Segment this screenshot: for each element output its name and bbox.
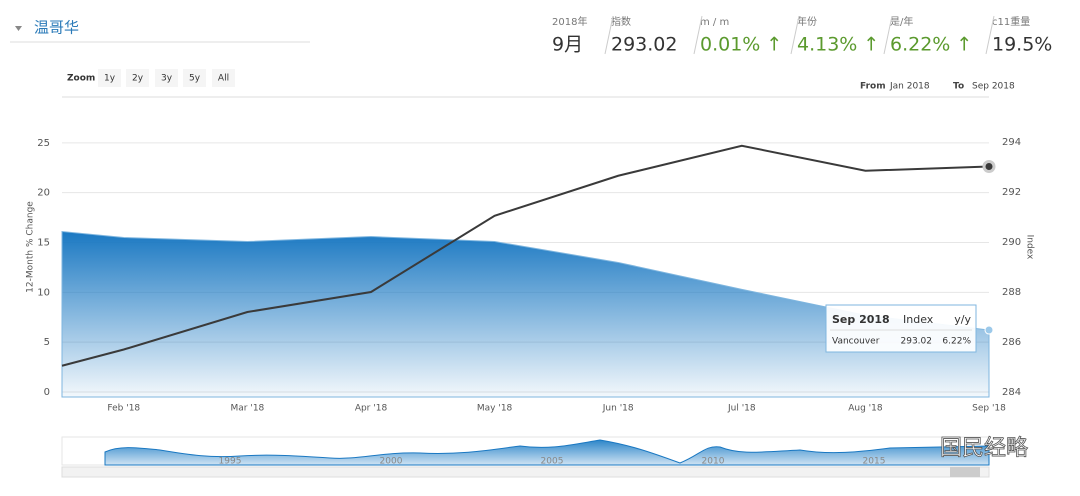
navigator-label: 2010 <box>702 457 725 467</box>
line-point <box>982 160 996 173</box>
zoom-button-bg[interactable] <box>155 69 178 87</box>
stat-separator <box>604 15 614 55</box>
city-title: 温哥华 <box>34 19 79 37</box>
y2-tick-label: 286 <box>1002 337 1021 348</box>
y-tick-label: 15 <box>37 238 50 249</box>
stat-separator <box>693 15 703 55</box>
stat-value: 4.13% ↑ <box>797 34 879 56</box>
y-tick-label: 20 <box>37 188 50 199</box>
stat-label: 指数 <box>611 15 631 28</box>
x-tick-label: Aug '18 <box>848 404 883 414</box>
to-label: To <box>953 82 964 92</box>
navigator-series <box>104 439 990 466</box>
zoom-button[interactable]: 2y <box>132 74 144 84</box>
y-axis-title: 12-Month % Change <box>26 201 36 293</box>
to-date[interactable]: Sep 2018 <box>972 82 1015 92</box>
stat-label: 年份 <box>797 15 817 28</box>
zoom-button-bg[interactable] <box>98 69 121 87</box>
y2-tick-label: 288 <box>1002 287 1021 298</box>
x-tick-label: Mar '18 <box>231 404 265 414</box>
index-line <box>61 144 990 367</box>
scroll-handle[interactable] <box>950 467 980 477</box>
stat-separator <box>985 15 995 55</box>
y2-tick-label: 284 <box>1002 387 1021 398</box>
zoom-button[interactable]: All <box>218 74 229 84</box>
stat-label: c11重量 <box>992 15 1030 28</box>
zoom-button-bg[interactable] <box>212 69 235 87</box>
x-tick-label: Apr '18 <box>355 404 388 414</box>
x-tick-label: Sep '18 <box>972 404 1006 414</box>
tooltip <box>825 304 977 353</box>
y2-tick-label: 292 <box>1002 187 1021 198</box>
x-tick-label: Jun '18 <box>602 404 634 414</box>
navigator-label: 2015 <box>863 457 886 467</box>
zoom-button[interactable]: 5y <box>189 74 201 84</box>
zoom-button[interactable]: 1y <box>104 74 116 84</box>
navigator-label: 2005 <box>541 457 564 467</box>
stat-separator <box>790 15 800 55</box>
collapse-icon[interactable] <box>15 26 22 31</box>
x-tick-label: Feb '18 <box>107 404 140 414</box>
zoom-label: Zoom <box>67 74 95 84</box>
from-label: From <box>860 82 886 92</box>
stat-label: 是/年 <box>890 15 913 28</box>
x-tick-label: May '18 <box>477 404 513 414</box>
watermark: 国民经略 <box>940 436 1028 461</box>
stat-label: m / m <box>700 17 729 28</box>
tooltip-col: Index <box>903 313 934 326</box>
navigator-label: 1995 <box>219 457 242 467</box>
zoom-button-bg[interactable] <box>183 69 206 87</box>
tooltip-value: 6.22% <box>942 337 971 347</box>
tooltip-name: Vancouver <box>832 337 880 347</box>
y-tick-label: 25 <box>37 138 50 149</box>
y-tick-label: 0 <box>44 387 50 398</box>
stat-value: 9月 <box>552 34 583 56</box>
zoom-button[interactable]: 3y <box>161 74 173 84</box>
y-tick-label: 5 <box>44 337 50 348</box>
y2-tick-label: 294 <box>1002 137 1021 148</box>
stat-value: 293.02 <box>611 34 677 56</box>
y-tick-label: 10 <box>37 287 50 298</box>
area-point <box>984 325 994 335</box>
stat-value: 6.22% ↑ <box>890 34 972 56</box>
stat-value: 19.5% <box>992 34 1052 56</box>
y2-axis-title: Index <box>1025 235 1035 260</box>
area-fill <box>61 231 990 398</box>
navigator-label: 2000 <box>380 457 403 467</box>
zoom-button-bg[interactable] <box>126 69 149 87</box>
from-date[interactable]: Jan 2018 <box>889 82 930 92</box>
tooltip-value: 293.02 <box>901 337 933 347</box>
y2-tick-label: 290 <box>1002 237 1021 248</box>
stat-value: 0.01% ↑ <box>700 34 782 56</box>
stat-separator <box>883 15 893 55</box>
stat-label: 2018年 <box>552 15 587 28</box>
scrollbar[interactable] <box>61 466 990 478</box>
tooltip-title: Sep 2018 <box>832 313 890 326</box>
x-tick-label: Jul '18 <box>727 404 756 414</box>
tooltip-col: y/y <box>954 313 971 326</box>
